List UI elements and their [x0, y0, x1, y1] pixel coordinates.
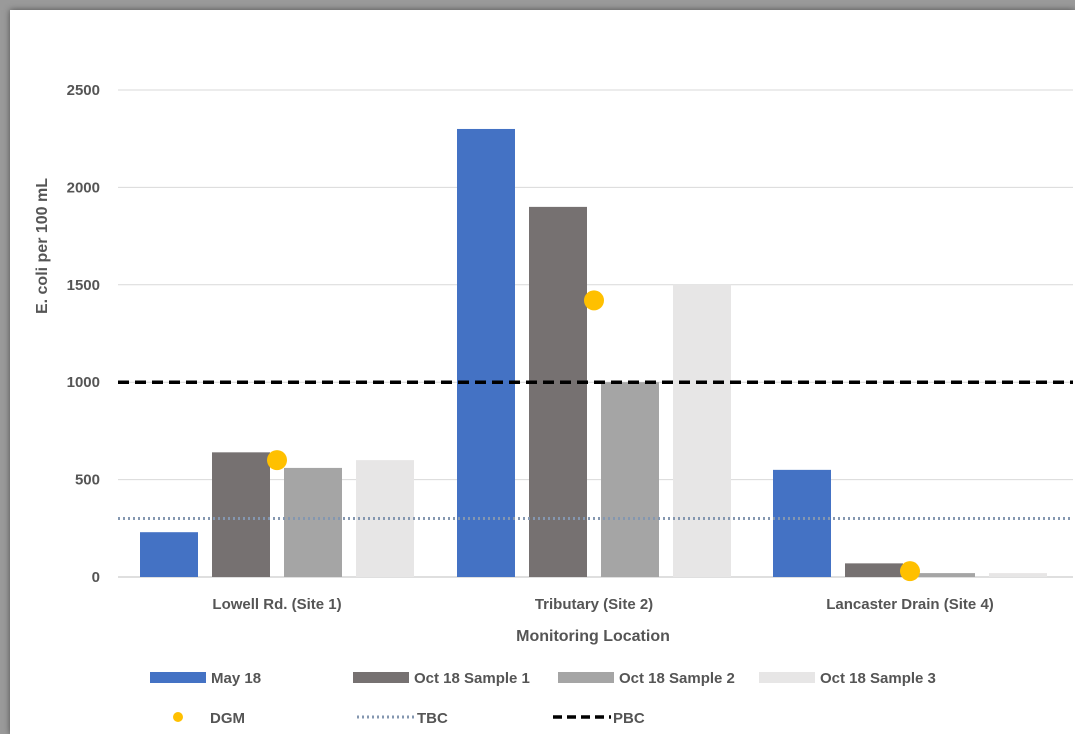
x-tick-label: Tributary (Site 2) [535, 596, 653, 613]
legend-swatch [173, 712, 183, 722]
y-tick-label: 1000 [67, 374, 100, 391]
bar-4-2 [673, 284, 731, 577]
legend-label: Oct 18 Sample 2 [619, 670, 735, 687]
bar-1-3 [773, 469, 831, 577]
dgm-point-1 [267, 450, 287, 471]
legend-label: Oct 18 Sample 1 [414, 670, 530, 687]
bar-3-2 [601, 382, 659, 577]
dgm-point-2 [584, 290, 604, 311]
y-tick-label: 2000 [67, 179, 100, 196]
dgm-points [267, 290, 920, 582]
bar-3-3 [917, 573, 975, 577]
y-axis-title: E. coli per 100 mL [34, 178, 51, 314]
bar-2-1 [212, 452, 270, 577]
y-tick-label: 1500 [67, 277, 100, 294]
x-tick-label: Lancaster Drain (Site 4) [826, 596, 994, 613]
legend-swatch [353, 672, 409, 683]
y-tick-label: 500 [75, 472, 100, 489]
bar-1-1 [140, 532, 198, 577]
x-axis-title: Monitoring Location [516, 628, 670, 645]
legend-swatch [759, 672, 815, 683]
bar-2-3 [845, 563, 903, 577]
x-tick-label: Lowell Rd. (Site 1) [212, 596, 341, 613]
bar-3-1 [284, 467, 342, 577]
x-axis-ticks: Lowell Rd. (Site 1) Tributary (Site 2) Lan… [212, 596, 993, 613]
legend-swatch [150, 672, 206, 683]
legend-label: DGM [210, 710, 245, 727]
reference-lines [118, 380, 1073, 521]
legend-swatch [558, 672, 614, 683]
bar-2-2 [529, 206, 587, 577]
y-tick-label: 2500 [67, 82, 100, 99]
y-axis-ticks: 0 500 1000 1500 2000 2500 [67, 82, 100, 586]
bar-4-3 [989, 573, 1047, 577]
legend: May 18 Oct 18 Sample 1 Oct 18 Sample 2 Oct … [150, 670, 936, 727]
bar-1-2 [457, 128, 515, 577]
legend-label: TBC [417, 710, 448, 727]
chart-frame: 0 500 1000 1500 2000 2500 Lowell Rd. (Site 1)… [10, 10, 1075, 734]
bars [140, 128, 1047, 577]
bar-chart: 0 500 1000 1500 2000 2500 Lowell Rd. (Site 1)… [34, 82, 1073, 727]
legend-label: Oct 18 Sample 3 [820, 670, 936, 687]
legend-label: PBC [613, 710, 645, 727]
dgm-point-3 [900, 561, 920, 582]
legend-label: May 18 [211, 670, 261, 687]
y-tick-label: 0 [92, 569, 100, 586]
